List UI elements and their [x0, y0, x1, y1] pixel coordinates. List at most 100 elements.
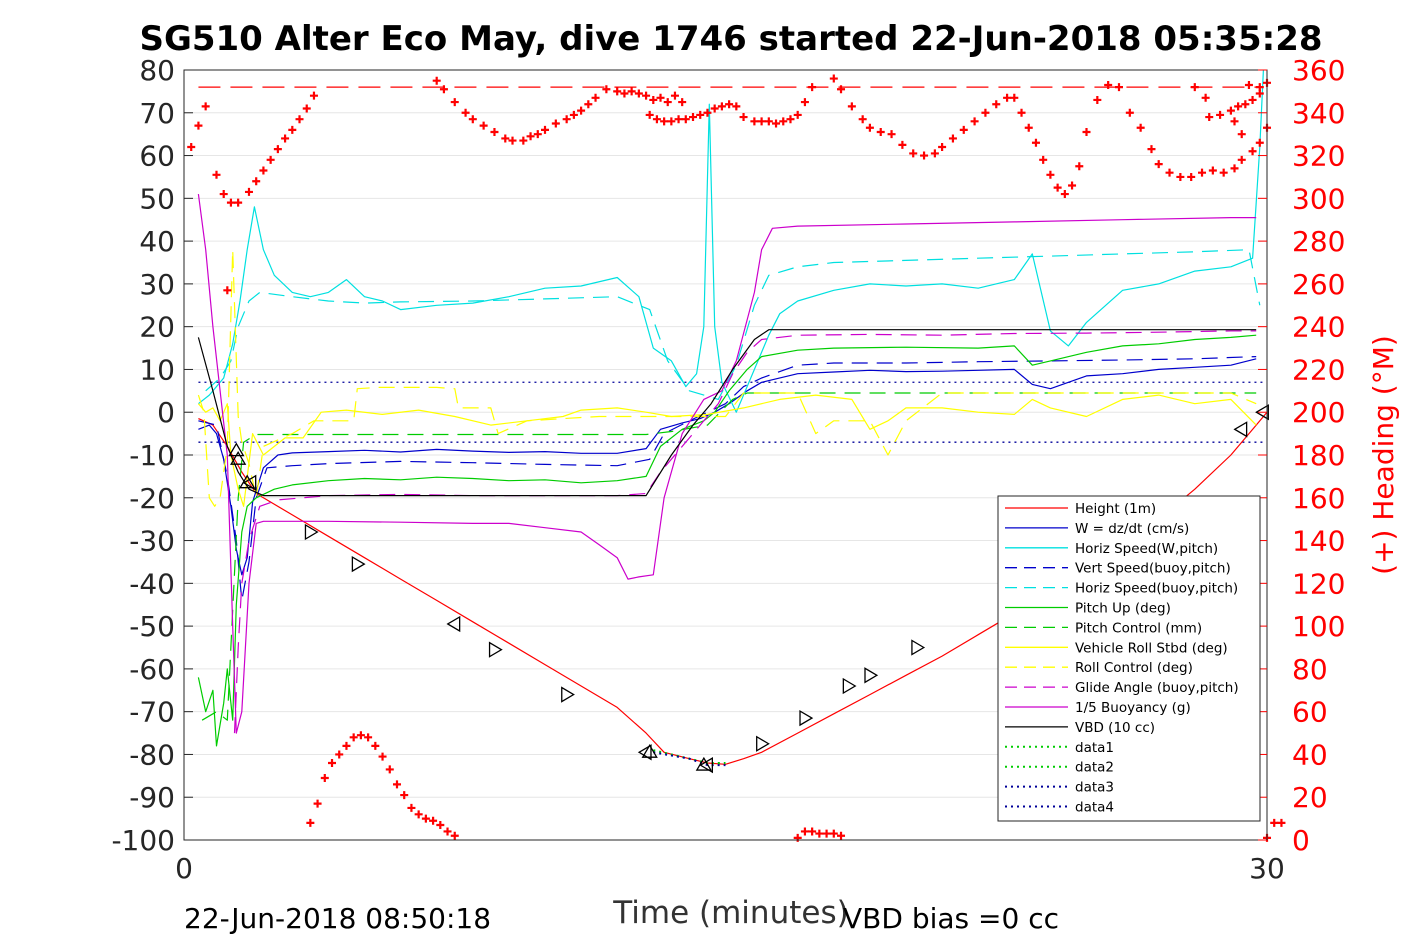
heading-marker [541, 125, 549, 134]
right-axis-ticks: 3603403203002802602402202001801601401201… [1258, 54, 1345, 857]
y-tick-label: -10 [129, 439, 175, 472]
heading-marker [584, 100, 593, 109]
heading-marker [212, 170, 221, 179]
x-axis-label: Time (minutes) [612, 895, 848, 931]
heading-marker [1237, 155, 1246, 164]
heading-marker [779, 117, 788, 126]
heading-marker [793, 833, 802, 842]
heading-marker [772, 119, 781, 128]
series-line-pitch_up [197, 334, 1257, 747]
heading-marker [1248, 147, 1257, 156]
reference-lines [198, 86, 1264, 443]
series-line-horiz_w [198, 69, 1264, 413]
heading-marker [234, 198, 243, 207]
y2-tick-label: 100 [1292, 610, 1345, 643]
heading-marker [649, 95, 658, 104]
heading-marker [259, 166, 268, 175]
heading-marker [1031, 138, 1040, 147]
heading-marker [1270, 818, 1279, 827]
y2-tick-label: 180 [1292, 439, 1345, 472]
heading-marker [948, 134, 957, 143]
heading-marker [1039, 155, 1048, 164]
y-tick-label: 70 [139, 97, 175, 130]
heading-marker [371, 741, 380, 750]
heading-marker [508, 136, 517, 145]
heading-marker [201, 102, 210, 111]
heading-marker [876, 128, 885, 137]
y-tick-label: -50 [129, 610, 175, 643]
heading-marker [364, 733, 373, 742]
heading-marker [837, 831, 846, 840]
x-tick-label: 30 [1249, 852, 1285, 885]
heading-marker [266, 155, 275, 164]
heading-marker [670, 91, 679, 100]
heading-marker [642, 91, 651, 100]
heading-marker [252, 177, 261, 186]
x-axis-ticks: 0 30 [175, 831, 1285, 885]
series-line-glide [233, 330, 1257, 734]
heading-marker [244, 187, 253, 196]
heading-marker [739, 113, 748, 122]
legend-label: Pitch Up (deg) [1075, 601, 1171, 617]
heading-marker [421, 814, 430, 823]
triangle-marker [1255, 404, 1269, 421]
series-line-data12 [653, 749, 726, 764]
heading-marker [1255, 83, 1264, 92]
heading-marker [1190, 83, 1199, 92]
y-tick-label: -40 [129, 567, 175, 600]
heading-marker [288, 125, 297, 134]
heading-marker [1104, 80, 1113, 89]
heading-marker [1003, 93, 1012, 102]
heading-marker [717, 102, 726, 111]
triangle-marker [242, 474, 257, 491]
heading-marker [656, 93, 665, 102]
heading-marker [865, 123, 874, 132]
legend: Height (1m) W = dz/dt (cm/s) Horiz Speed(W… [997, 495, 1261, 822]
heading-marker [981, 108, 990, 117]
heading-marker [1198, 168, 1207, 177]
heading-marker [187, 143, 196, 151]
heading-marker [414, 810, 423, 819]
heading-marker [992, 100, 1001, 109]
legend-label: Glide Angle (buoy,pitch) [1075, 680, 1239, 696]
heading-marker [468, 115, 477, 124]
y2-tick-label: 300 [1292, 182, 1345, 215]
heading-marker [436, 821, 445, 830]
heading-marker [1244, 80, 1253, 89]
legend-label: Roll Control (deg) [1075, 660, 1193, 676]
heading-marker [829, 74, 838, 83]
y-tick-label: -20 [129, 482, 175, 515]
series-line-data34 [653, 751, 726, 767]
heading-marker [335, 750, 344, 759]
heading-marker [602, 85, 611, 94]
heading-marker [1046, 170, 1055, 179]
heading-marker [439, 85, 448, 94]
triangle-markers [228, 404, 1269, 774]
heading-marker [1255, 138, 1264, 147]
y-tick-label: -80 [129, 738, 175, 771]
heading-marker [1114, 83, 1123, 92]
series-line-roll_ctrl [197, 249, 1257, 507]
heading-marker [909, 149, 918, 158]
y-tick-label: 20 [139, 311, 175, 344]
heading-marker [1241, 100, 1250, 109]
heading-marker [678, 98, 687, 107]
right-axis-label: (+) Heading (°M) [1367, 335, 1400, 575]
vbd-bias-label: VBD bias =0 cc [843, 902, 1059, 935]
heading-marker [887, 130, 896, 139]
heading-marker [501, 134, 510, 143]
heading-marker [667, 117, 676, 126]
legend-label: Horiz Speed(W,pitch) [1075, 541, 1218, 557]
heading-marker [551, 119, 560, 128]
heading-marker [1187, 172, 1196, 181]
legend-label: Pitch Control (mm) [1075, 620, 1202, 636]
heading-marker [663, 98, 672, 107]
heading-marker [681, 115, 690, 124]
y2-tick-label: 60 [1292, 696, 1328, 729]
series-line-horiz_buoy [205, 249, 1261, 400]
series-line-w [198, 358, 1257, 576]
y-tick-label: 80 [139, 54, 175, 87]
heading-marker [1017, 108, 1026, 117]
heading-marker [226, 198, 235, 207]
